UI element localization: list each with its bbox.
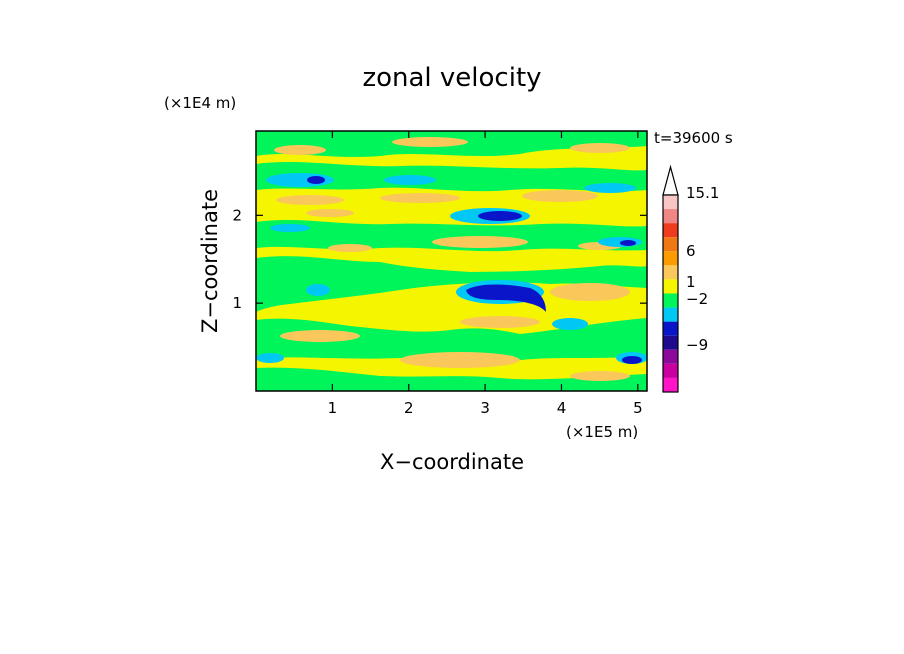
colorbar-level-box <box>663 209 678 224</box>
colorbar-level-box <box>663 377 678 392</box>
time-label: t=39600 s <box>654 129 733 147</box>
colorbar-level-box <box>663 363 678 378</box>
contour-field <box>256 131 647 391</box>
blue-regions <box>307 176 642 364</box>
colorbar-level-box <box>663 321 678 336</box>
plot-frame <box>255 130 648 392</box>
colorbar-tick-label: −9 <box>686 336 708 354</box>
colorbar-level-box <box>663 237 678 252</box>
y-axis-label: Z−coordinate <box>198 189 222 333</box>
colorbar-level-box <box>663 349 678 364</box>
x-axis-label: X−coordinate <box>380 450 524 474</box>
colorbar-level-box <box>663 251 678 266</box>
chart-title: zonal velocity <box>362 63 541 93</box>
x-tick-label: 3 <box>480 399 490 417</box>
x-tick-label: 4 <box>557 399 567 417</box>
x-tick-label: 2 <box>404 399 414 417</box>
x-tick-label: 1 <box>328 399 338 417</box>
x-tick-label: 5 <box>633 399 643 417</box>
colorbar-extend-arrow <box>662 164 679 196</box>
y-tick-label: 2 <box>232 206 242 224</box>
orange-regions <box>274 137 630 381</box>
x-axis-ticks: 1 2 3 4 5 <box>328 131 643 417</box>
y-axis-unit: (×1E4 m) <box>164 94 236 112</box>
y-tick-label: 1 <box>232 294 242 312</box>
colorbar: 15.1 6 1−2 −9 <box>662 164 719 393</box>
colorbar-frame <box>662 194 679 393</box>
y-axis-ticks: 12 <box>232 206 647 312</box>
colorbar-level-box <box>663 307 678 322</box>
colorbar-tick-label: 1 <box>686 273 696 291</box>
colorbar-level-box <box>663 223 678 238</box>
colorbar-tick-label: 6 <box>686 242 696 260</box>
green-regions <box>256 131 647 391</box>
x-axis-unit: (×1E5 m) <box>566 423 638 441</box>
colorbar-level-box <box>663 279 678 294</box>
colorbar-level-box <box>663 265 678 280</box>
colorbar-tick-label: 15.1 <box>686 184 719 202</box>
colorbar-level-box <box>663 293 678 308</box>
colorbar-level-box <box>663 335 678 350</box>
colorbar-tick-label: −2 <box>686 290 708 308</box>
colorbar-level-box <box>663 195 678 210</box>
